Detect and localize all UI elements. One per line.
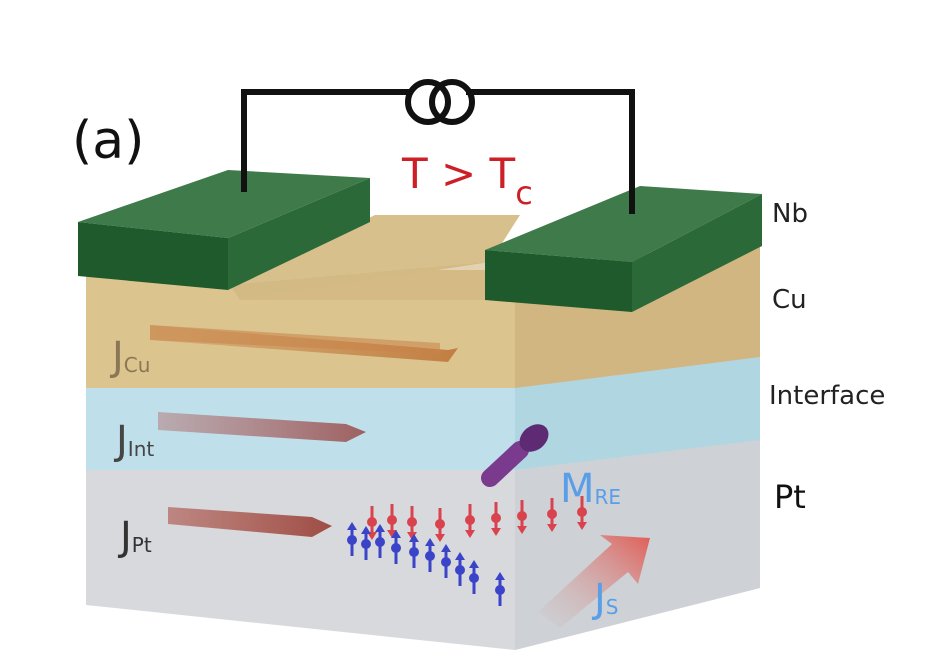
layer-label-pt: Pt (774, 478, 806, 516)
interface-layer (86, 355, 760, 470)
svg-text:JCu: JCu (109, 334, 150, 380)
current-source-circuit (241, 79, 635, 214)
spin-up-icon (441, 544, 451, 578)
arrow-j-int (158, 412, 366, 442)
layer-label-interface: Interface (769, 381, 885, 411)
spin-down-icon (577, 496, 587, 530)
condition-sub: c (515, 174, 533, 212)
spin-down-icon (517, 500, 527, 534)
svg-text:JPt: JPt (117, 514, 152, 560)
spin-down-icon (491, 502, 501, 536)
condition-main: T > T (401, 149, 516, 198)
layer-label-cu: Cu (772, 285, 807, 315)
spin-up-icon (375, 524, 385, 558)
label-j-s: JS (591, 576, 619, 622)
spin-up-icon (469, 560, 479, 594)
spin-down-icon (387, 504, 397, 538)
spin-up-icon (409, 534, 419, 568)
spin-up-icon (495, 572, 505, 606)
svg-text:JInt: JInt (113, 418, 154, 464)
panel-label: (a) (72, 111, 144, 171)
layer-label-nb: Nb (772, 199, 808, 229)
svg-text:JS: JS (591, 576, 619, 622)
spin-accumulation (347, 496, 587, 606)
arrow-j-cu (150, 325, 458, 362)
label-j-pt: JPt (117, 514, 152, 560)
spin-up-icon (347, 522, 357, 556)
label-m-re: MRE (560, 466, 621, 512)
arrow-j-pt (168, 507, 332, 537)
spin-down-icon (435, 508, 445, 542)
spin-down-icon (407, 506, 417, 540)
label-j-int: JInt (113, 418, 154, 464)
spin-up-icon (361, 526, 371, 560)
arrow-j-s (538, 535, 650, 628)
nb-electrode-left (78, 170, 370, 290)
svg-text:MRE: MRE (560, 466, 621, 512)
spin-down-icon (547, 498, 557, 532)
spin-up-icon (391, 530, 401, 564)
spin-up-icon (455, 552, 465, 586)
temperature-condition: T > Tc (401, 149, 533, 212)
magnetization-arrow (481, 424, 549, 487)
spin-up-icon (425, 538, 435, 572)
label-j-cu: JCu (109, 334, 150, 380)
svg-text:T > Tc: T > Tc (401, 149, 533, 212)
spin-down-icon (465, 504, 475, 538)
nb-electrode-right (485, 186, 762, 312)
